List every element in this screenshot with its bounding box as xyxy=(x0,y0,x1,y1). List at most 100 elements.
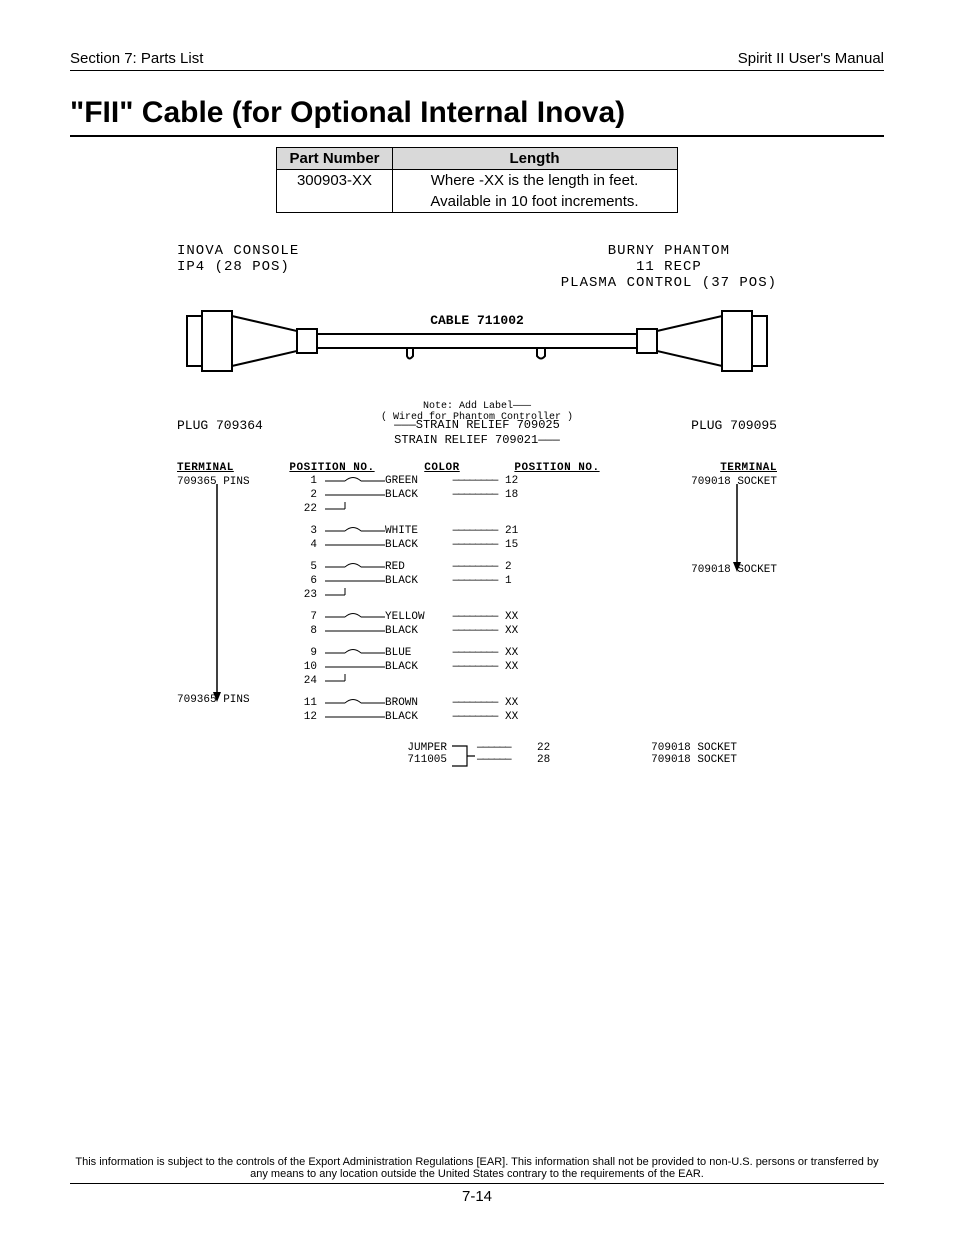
twist-icon xyxy=(325,502,385,516)
position-right: 1 xyxy=(505,575,545,587)
position-left: 10 xyxy=(277,661,325,673)
page: Section 7: Parts List Spirit II User's M… xyxy=(0,0,954,1235)
wire-row: 3WHITE————————21 xyxy=(277,524,617,538)
wire-dash: ———————— xyxy=(445,647,505,659)
wire-color: BLACK xyxy=(385,711,445,723)
twist-icon xyxy=(325,696,385,710)
twist-icon xyxy=(325,560,385,574)
wire-color: BLACK xyxy=(385,661,445,673)
position-left: 24 xyxy=(277,675,325,687)
wire-dash: ———————— xyxy=(445,539,505,551)
table-cell: Where -XX is the length in feet. xyxy=(392,170,677,192)
position-left: 4 xyxy=(277,539,325,551)
position-right: XX xyxy=(505,611,545,623)
position-left: 5 xyxy=(277,561,325,573)
wire-dash: ———————— xyxy=(445,525,505,537)
wire-group: 11BROWN————————XX12 BLACK————————XX xyxy=(277,696,617,724)
wire-color: BROWN xyxy=(385,697,445,709)
wire-color: BLUE xyxy=(385,647,445,659)
page-number: 7-14 xyxy=(70,1188,884,1205)
position-left: 12 xyxy=(277,711,325,723)
twist-icon xyxy=(325,574,385,588)
wire-row: 5 RED————————2 xyxy=(277,560,617,574)
twist-icon xyxy=(325,624,385,638)
twist-icon xyxy=(325,538,385,552)
table-cell: 300903-XX xyxy=(277,170,392,213)
position-right: 12 xyxy=(505,475,545,487)
twist-icon xyxy=(325,474,385,488)
position-right: XX xyxy=(505,711,545,723)
plug-labels: PLUG 709364 ———STRAIN RELIEF 709025 PLUG… xyxy=(177,418,777,433)
position-right: XX xyxy=(505,697,545,709)
jumper-row: JUMPER 711005 ———————————— 22 28 709018 … xyxy=(177,742,777,770)
twist-icon xyxy=(325,588,385,602)
position-right: 2 xyxy=(505,561,545,573)
wire-color: BLACK xyxy=(385,539,445,551)
wire-row: 1 GREEN————————12 xyxy=(277,474,617,488)
wire-group: 7YELLOW————————XX8BLACK————————XX xyxy=(277,610,617,638)
position-right: XX xyxy=(505,625,545,637)
table-header: Part Number xyxy=(277,148,392,170)
wire-color: WHITE xyxy=(385,525,445,537)
wire-row: 6BLACK————————1 xyxy=(277,574,617,588)
header-right: Spirit II User's Manual xyxy=(738,50,884,67)
position-left: 1 xyxy=(277,475,325,487)
wire-row: 11BROWN————————XX xyxy=(277,696,617,710)
position-left: 23 xyxy=(277,589,325,601)
right-terminal-column: 709018 SOCKET 709018 SOCKET xyxy=(617,474,777,732)
wire-dash: ———————— xyxy=(445,561,505,573)
wiring-table: TERMINAL POSITION NO. COLOR POSITION NO.… xyxy=(177,462,777,770)
position-left: 6 xyxy=(277,575,325,587)
position-left: 2 xyxy=(277,489,325,501)
wire-dash: ———————— xyxy=(445,661,505,673)
position-right: 21 xyxy=(505,525,545,537)
position-right: XX xyxy=(505,647,545,659)
page-header: Section 7: Parts List Spirit II User's M… xyxy=(70,50,884,71)
position-right: 18 xyxy=(505,489,545,501)
wire-group: 1GREEN————————122BLACK————————1822 xyxy=(277,474,617,516)
wire-row: 9 BLUE————————XX xyxy=(277,646,617,660)
twist-icon xyxy=(325,646,385,660)
wire-dash: ———————— xyxy=(445,475,505,487)
cable-label-text: CABLE 711002 xyxy=(430,313,524,328)
jumper-bracket-icon xyxy=(447,742,477,770)
header-left: Section 7: Parts List xyxy=(70,50,203,67)
twist-icon xyxy=(325,710,385,724)
wire-row: 8BLACK————————XX xyxy=(277,624,617,638)
position-left: 9 xyxy=(277,647,325,659)
wire-group: 9 BLUE————————XX10 BLACK————————XX 24 xyxy=(277,646,617,688)
right-connector-label: BURNY PHANTOM 11 RECP PLASMA CONTROL (37… xyxy=(561,243,777,291)
plug-right-label: PLUG 709095 xyxy=(691,418,777,433)
plug-left-label: PLUG 709364 xyxy=(177,418,263,433)
left-connector-label: INOVA CONSOLE IP4 (28 POS) xyxy=(177,243,299,291)
wire-color: GREEN xyxy=(385,475,445,487)
wiring-header-row: TERMINAL POSITION NO. COLOR POSITION NO.… xyxy=(177,462,777,474)
wire-group: 5 RED————————26 BLACK————————1 23 xyxy=(277,560,617,602)
wire-color: BLACK xyxy=(385,575,445,587)
position-right: 15 xyxy=(505,539,545,551)
wire-color: BLACK xyxy=(385,625,445,637)
arrow-down-icon xyxy=(207,484,227,704)
wire-row: 23 xyxy=(277,588,617,602)
twist-icon xyxy=(325,524,385,538)
cable-diagram: INOVA CONSOLE IP4 (28 POS) BURNY PHANTOM… xyxy=(177,243,777,770)
wire-dash: ———————— xyxy=(445,625,505,637)
wire-row: 24 xyxy=(277,674,617,688)
arrow-down-icon xyxy=(727,484,747,574)
wire-color: RED xyxy=(385,561,445,573)
cable-drawing: CABLE 711002 xyxy=(177,296,777,391)
wire-dash: ———————— xyxy=(445,697,505,709)
wire-row: 10BLACK————————XX xyxy=(277,660,617,674)
table-cell: Available in 10 foot increments. xyxy=(392,191,677,213)
wire-color: YELLOW xyxy=(385,611,445,623)
twist-icon xyxy=(325,674,385,688)
wire-dash: ———————— xyxy=(445,489,505,501)
wire-dash: ———————— xyxy=(445,711,505,723)
left-terminal-column: 709365 PINS 709365 PINS xyxy=(177,474,277,732)
wire-rows: 1GREEN————————122BLACK————————18223WHITE… xyxy=(277,474,617,732)
wire-group: 3WHITE————————214 BLACK————————15 xyxy=(277,524,617,552)
position-left: 22 xyxy=(277,503,325,515)
twist-icon xyxy=(325,488,385,502)
page-footer: This information is subject to the contr… xyxy=(70,1156,884,1205)
footer-disclaimer: This information is subject to the contr… xyxy=(70,1156,884,1184)
